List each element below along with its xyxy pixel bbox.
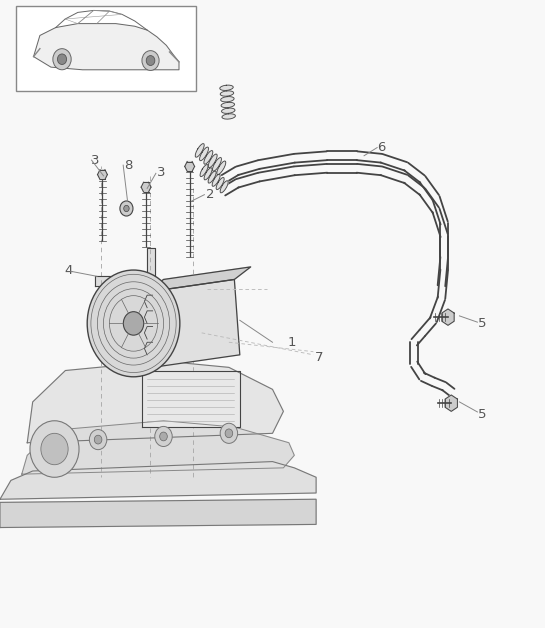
Polygon shape [204, 168, 212, 180]
Text: 5: 5 [478, 408, 487, 421]
Circle shape [94, 435, 102, 444]
Circle shape [53, 48, 71, 70]
Text: 6: 6 [377, 141, 386, 154]
Polygon shape [34, 24, 179, 70]
Polygon shape [199, 147, 209, 161]
Text: 1: 1 [287, 336, 296, 349]
Text: 5: 5 [478, 317, 487, 330]
Polygon shape [221, 97, 234, 102]
Polygon shape [221, 108, 235, 114]
Polygon shape [220, 85, 233, 90]
Circle shape [30, 421, 79, 477]
Text: 3: 3 [156, 166, 165, 179]
Polygon shape [204, 151, 213, 164]
Circle shape [89, 430, 107, 450]
Circle shape [87, 270, 180, 377]
Circle shape [123, 311, 144, 335]
Text: 4: 4 [64, 264, 72, 276]
Polygon shape [195, 144, 204, 157]
Circle shape [142, 51, 159, 70]
Polygon shape [98, 170, 107, 180]
Circle shape [57, 54, 66, 65]
Circle shape [146, 56, 155, 65]
Polygon shape [208, 171, 216, 183]
Polygon shape [0, 462, 316, 499]
Polygon shape [217, 161, 226, 175]
Polygon shape [141, 182, 151, 192]
Polygon shape [142, 371, 240, 427]
Polygon shape [221, 102, 234, 107]
Polygon shape [147, 248, 155, 276]
Polygon shape [220, 91, 234, 96]
Polygon shape [147, 267, 251, 292]
Circle shape [160, 432, 167, 441]
Polygon shape [147, 279, 240, 367]
Text: 7: 7 [314, 352, 323, 364]
Circle shape [155, 426, 172, 447]
Circle shape [120, 201, 133, 216]
Polygon shape [216, 178, 224, 190]
Polygon shape [185, 161, 195, 171]
Circle shape [220, 423, 238, 443]
Polygon shape [212, 174, 220, 187]
Polygon shape [95, 276, 155, 286]
Text: 2: 2 [205, 188, 214, 201]
Polygon shape [208, 154, 217, 168]
Polygon shape [445, 395, 457, 411]
Polygon shape [220, 181, 228, 193]
Polygon shape [442, 309, 454, 325]
Circle shape [41, 433, 68, 465]
Polygon shape [213, 158, 221, 171]
Polygon shape [200, 165, 208, 176]
Circle shape [124, 205, 129, 212]
Text: 3: 3 [91, 154, 100, 166]
Bar [16, 6, 196, 91]
Circle shape [225, 429, 233, 438]
Polygon shape [27, 361, 283, 443]
Polygon shape [22, 421, 294, 474]
Text: 8: 8 [124, 159, 132, 171]
Polygon shape [222, 114, 235, 119]
Polygon shape [0, 499, 316, 528]
